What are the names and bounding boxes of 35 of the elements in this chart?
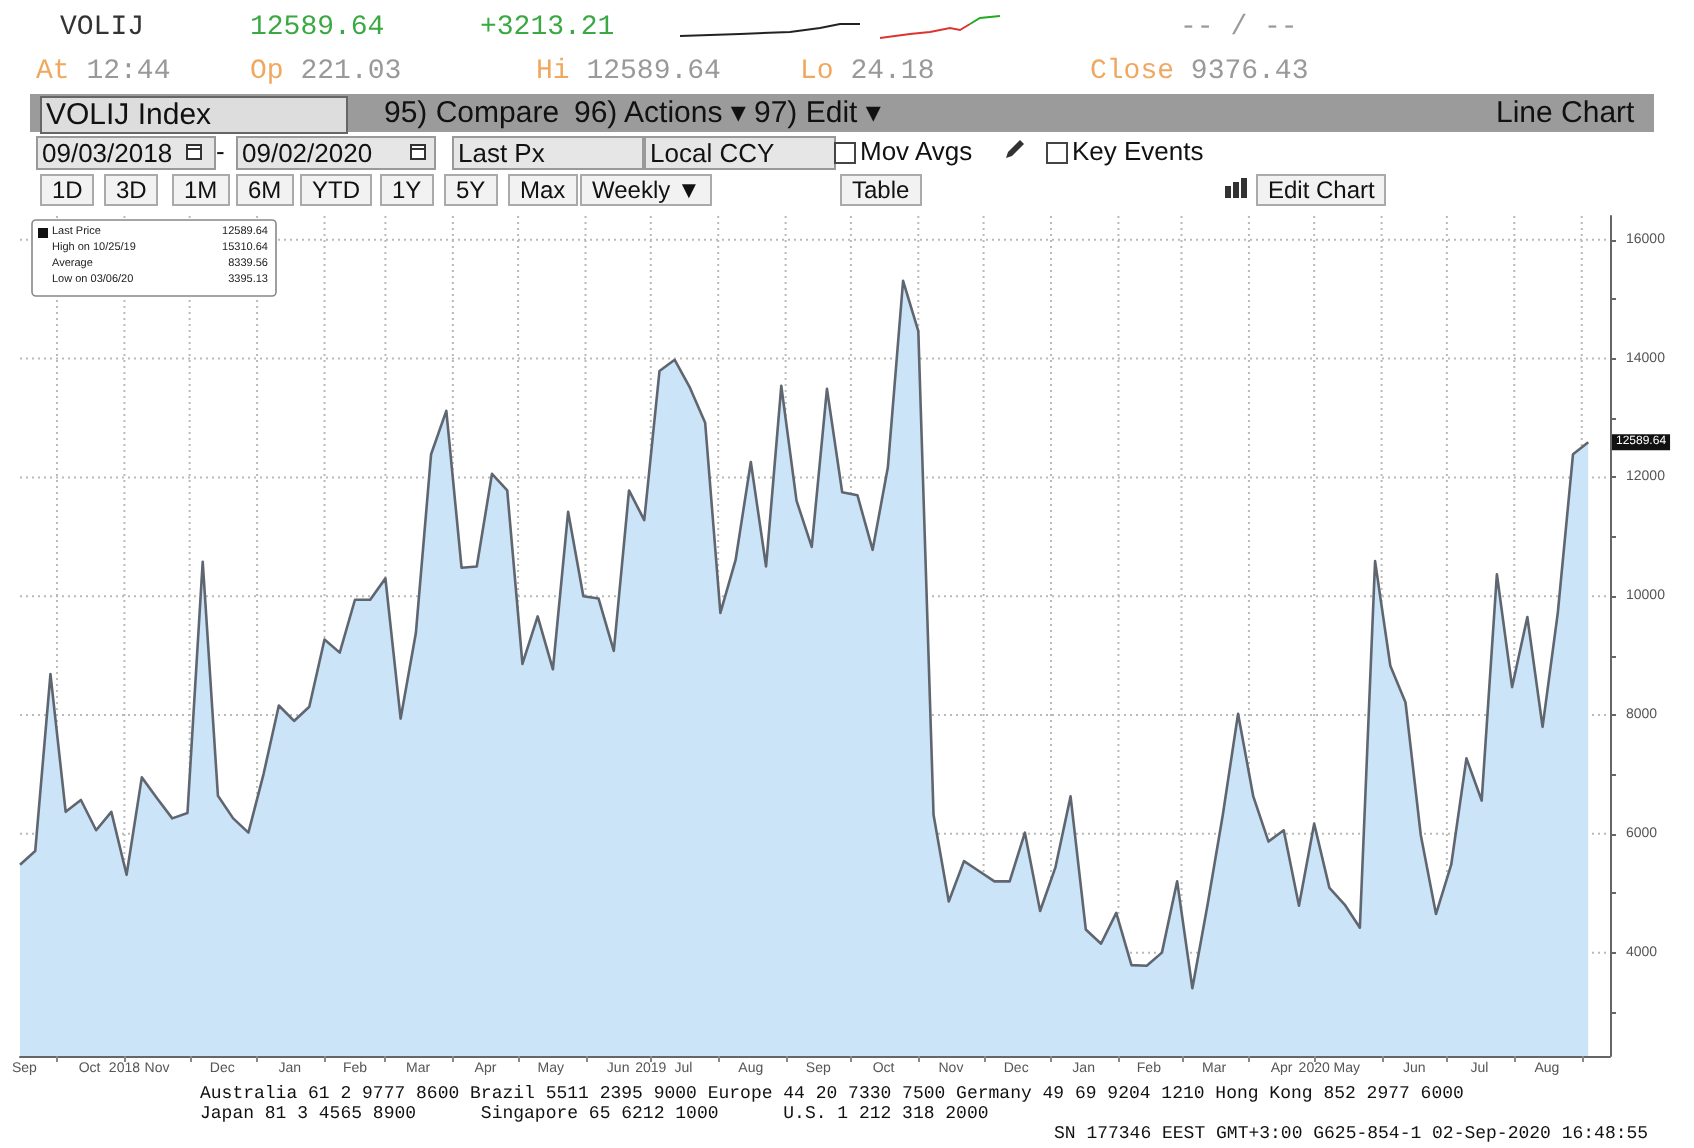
- text: Table: [840, 174, 922, 206]
- text: YTD: [300, 174, 372, 206]
- text: 1D: [40, 174, 95, 206]
- text: Weekly ▼: [580, 174, 713, 206]
- text: 95) Compare: [382, 96, 562, 130]
- text: 97) Edit ▾: [752, 96, 881, 130]
- text: Mov Avgs: [858, 136, 973, 166]
- text: Hi 12589.64: [536, 56, 721, 88]
- text: Key Events: [1070, 136, 1204, 166]
- text: +3213.21: [480, 12, 615, 44]
- text: 1Y: [380, 174, 434, 206]
- text: Australia 61 2 9777 8600 Brazil 5511 2395 9000 Europe 44 20 7330 7500 Germany 49 69 9204 1210 Hong Kong 852 2977 6000: [200, 1084, 1464, 1104]
- text: Lo 24.18: [800, 56, 935, 88]
- text: 6M: [236, 174, 294, 206]
- text: 3D: [104, 174, 159, 206]
- text: 12589.64: [250, 12, 385, 44]
- text: Line Chart: [1496, 96, 1635, 130]
- text: At 12:44: [36, 56, 171, 88]
- text: Max: [508, 174, 578, 206]
- text: Op 221.03: [250, 56, 402, 88]
- text: 96) Actions ▾: [572, 96, 746, 130]
- text: 1M: [172, 174, 230, 206]
- text: -- / --: [1180, 12, 1298, 44]
- text: Close 9376.43: [1090, 56, 1309, 88]
- text: Last Px: [452, 136, 644, 170]
- text: VOLIJ Index: [40, 96, 348, 134]
- chart-title: VOLIJ: [60, 12, 145, 44]
- text: Japan 81 3 4565 8900 Singapore 65 6212 1000 U.S. 1 212 318 2000: [200, 1104, 989, 1124]
- text: -: [214, 136, 225, 166]
- text: 09/03/2018: [36, 136, 216, 170]
- text: Local CCY: [644, 136, 836, 170]
- text: SN 177346 EEST GMT+3:00 G625-854-1 02-Sep-2020 16:48:55: [1054, 1124, 1649, 1144]
- text: Edit Chart: [1256, 174, 1387, 206]
- text: 09/02/2020: [236, 136, 436, 170]
- text: 5Y: [444, 174, 498, 206]
